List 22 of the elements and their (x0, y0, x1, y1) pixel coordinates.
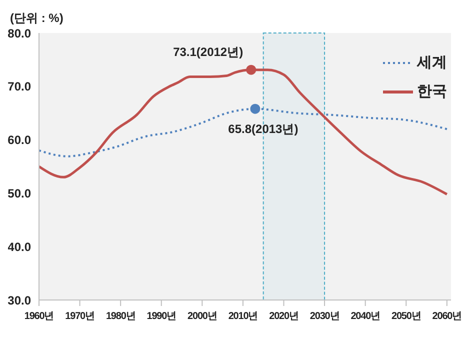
y-tick-label: 60.0 (8, 133, 32, 148)
y-tick-label: 70.0 (8, 80, 32, 94)
annotation: 65.8(2013년) (228, 122, 298, 136)
x-tick-label: 2060년 (432, 311, 462, 322)
y-axis-title: (단위 : %) (10, 10, 64, 27)
y-tick-label: 30.0 (8, 293, 32, 308)
annotation: 73.1(2012년) (173, 44, 244, 59)
x-tick-label: 2030년 (310, 311, 340, 322)
x-tick-label: 2020년 (269, 311, 298, 322)
x-tick-label: 2010년 (228, 311, 258, 322)
x-tick-label: 1990년 (146, 311, 176, 322)
x-tick-label: 2040년 (350, 311, 380, 322)
x-tick-label: 2050년 (392, 311, 421, 322)
y-tick-label: 80.0 (8, 26, 32, 40)
x-tick-label: 1980년 (106, 311, 136, 322)
x-tick-label: 1970년 (65, 311, 94, 322)
legend-label: 한국 (417, 82, 447, 101)
y-tick-label: 40.0 (8, 240, 32, 254)
x-tick-label: 2000년 (188, 311, 217, 322)
legend-label: 세계 (417, 53, 447, 72)
y-tick-label: 50.0 (8, 186, 32, 200)
x-tick-label: 1960년 (24, 311, 54, 322)
